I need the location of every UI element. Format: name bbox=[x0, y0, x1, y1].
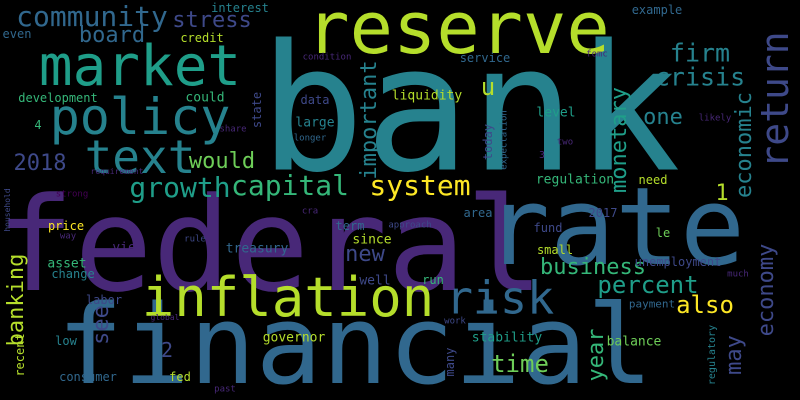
word-u: u bbox=[480, 73, 496, 101]
word-one: one bbox=[643, 105, 683, 130]
word-interest: interest bbox=[211, 1, 269, 15]
word-firm: firm bbox=[669, 38, 731, 68]
word-financial: financial bbox=[56, 281, 654, 400]
word-view: view bbox=[112, 240, 144, 256]
word-past: past bbox=[214, 384, 236, 395]
word-crisis: crisis bbox=[654, 62, 746, 92]
word-regulatory: regulatory bbox=[707, 324, 718, 386]
word-low: low bbox=[55, 334, 77, 348]
word-year: year bbox=[584, 328, 609, 382]
word-federal: federal bbox=[0, 169, 544, 321]
word-condition: condition bbox=[302, 52, 352, 63]
word-development: development bbox=[18, 91, 98, 105]
word-small: small bbox=[536, 243, 574, 257]
word-share: share bbox=[219, 124, 247, 135]
word-economy: economy bbox=[754, 243, 779, 337]
word-growth: growth bbox=[129, 171, 231, 204]
word-fomc: fomc bbox=[586, 49, 608, 60]
word-could: could bbox=[185, 90, 225, 106]
word-fund: fund bbox=[533, 221, 563, 235]
word-stability: stability bbox=[471, 330, 543, 346]
word-policy: policy bbox=[49, 88, 231, 146]
word-board: board bbox=[78, 23, 146, 48]
word-recent: recent bbox=[13, 333, 27, 377]
word-economic: economic bbox=[732, 92, 757, 198]
word-risk: risk bbox=[445, 271, 555, 325]
word-data: data bbox=[300, 93, 330, 107]
word-consumer: consumer bbox=[59, 370, 117, 384]
word-4: 4 bbox=[34, 118, 42, 132]
word-even: even bbox=[2, 27, 32, 41]
word-many: many bbox=[443, 347, 457, 377]
word-2017: 2017 bbox=[588, 206, 618, 220]
word-new: new bbox=[345, 242, 385, 267]
word-work: work bbox=[444, 316, 466, 327]
word-fed: fed bbox=[169, 370, 191, 384]
word-run: run bbox=[422, 273, 444, 287]
word-inflation: inflation bbox=[141, 266, 435, 329]
word-regulation: regulation bbox=[535, 172, 615, 188]
word-cra: cra bbox=[301, 206, 319, 217]
word-le: le bbox=[655, 226, 671, 240]
word-liquidity: liquidity bbox=[391, 88, 463, 104]
word-treasury: treasury bbox=[225, 241, 289, 257]
word-need: need bbox=[638, 173, 668, 187]
word-2018: 2018 bbox=[13, 151, 67, 176]
word-market: market bbox=[38, 34, 242, 99]
word-balance: balance bbox=[606, 334, 662, 350]
word-labor: labor bbox=[85, 293, 123, 307]
word-unemployment: unemployment bbox=[634, 255, 722, 269]
word-community: community bbox=[16, 0, 168, 33]
word-since: since bbox=[352, 232, 392, 248]
word-much: much bbox=[727, 269, 749, 280]
word-credit: credit bbox=[180, 31, 224, 45]
word-level: level bbox=[536, 105, 576, 121]
word-global: global bbox=[150, 313, 180, 322]
word-change: change bbox=[51, 267, 95, 281]
word-strong: strong bbox=[55, 189, 89, 200]
word-3: 3 bbox=[538, 150, 546, 161]
word-percent: percent bbox=[597, 271, 699, 299]
word-business: business bbox=[540, 255, 646, 280]
word-price: price bbox=[47, 219, 85, 233]
word-stress: stress bbox=[172, 8, 252, 33]
word-reserve: reserve bbox=[306, 0, 610, 70]
word-1: 1 bbox=[715, 181, 729, 206]
word-today: today bbox=[481, 123, 495, 161]
word-household: household bbox=[3, 188, 12, 232]
word-would: would bbox=[188, 149, 256, 174]
word-two: two bbox=[556, 137, 574, 148]
word-large: large bbox=[295, 115, 335, 131]
word-area: area bbox=[463, 206, 493, 220]
word-may: may bbox=[722, 335, 747, 375]
word-capital: capital bbox=[230, 169, 350, 202]
word-term: term bbox=[335, 219, 365, 233]
word-approach: approach bbox=[388, 220, 432, 231]
word-requirement: requirement bbox=[90, 167, 144, 176]
word-rule: rule bbox=[184, 234, 206, 245]
word-longer: longer bbox=[293, 133, 327, 144]
word-payment: payment bbox=[628, 297, 676, 311]
word-rate: rate bbox=[484, 165, 746, 290]
word-example: example bbox=[631, 3, 683, 17]
word-return: return bbox=[753, 31, 797, 169]
word-expectation: expectation bbox=[499, 110, 510, 170]
word-likely: likely bbox=[698, 113, 732, 124]
word-text: text bbox=[84, 130, 196, 184]
word-state: state bbox=[250, 91, 264, 129]
word-way: way bbox=[59, 231, 77, 242]
word-important: important bbox=[357, 60, 382, 180]
word-time: time bbox=[491, 350, 549, 378]
word-also: also bbox=[676, 291, 734, 319]
word-governor: governor bbox=[262, 330, 326, 346]
word-service: service bbox=[459, 51, 511, 65]
word-see: see bbox=[89, 305, 114, 345]
word-system: system bbox=[369, 169, 471, 202]
word-bank: bank bbox=[259, 8, 681, 212]
word-2: 2 bbox=[160, 338, 174, 362]
word-asset: asset bbox=[47, 256, 87, 272]
word-well: well bbox=[359, 273, 391, 289]
